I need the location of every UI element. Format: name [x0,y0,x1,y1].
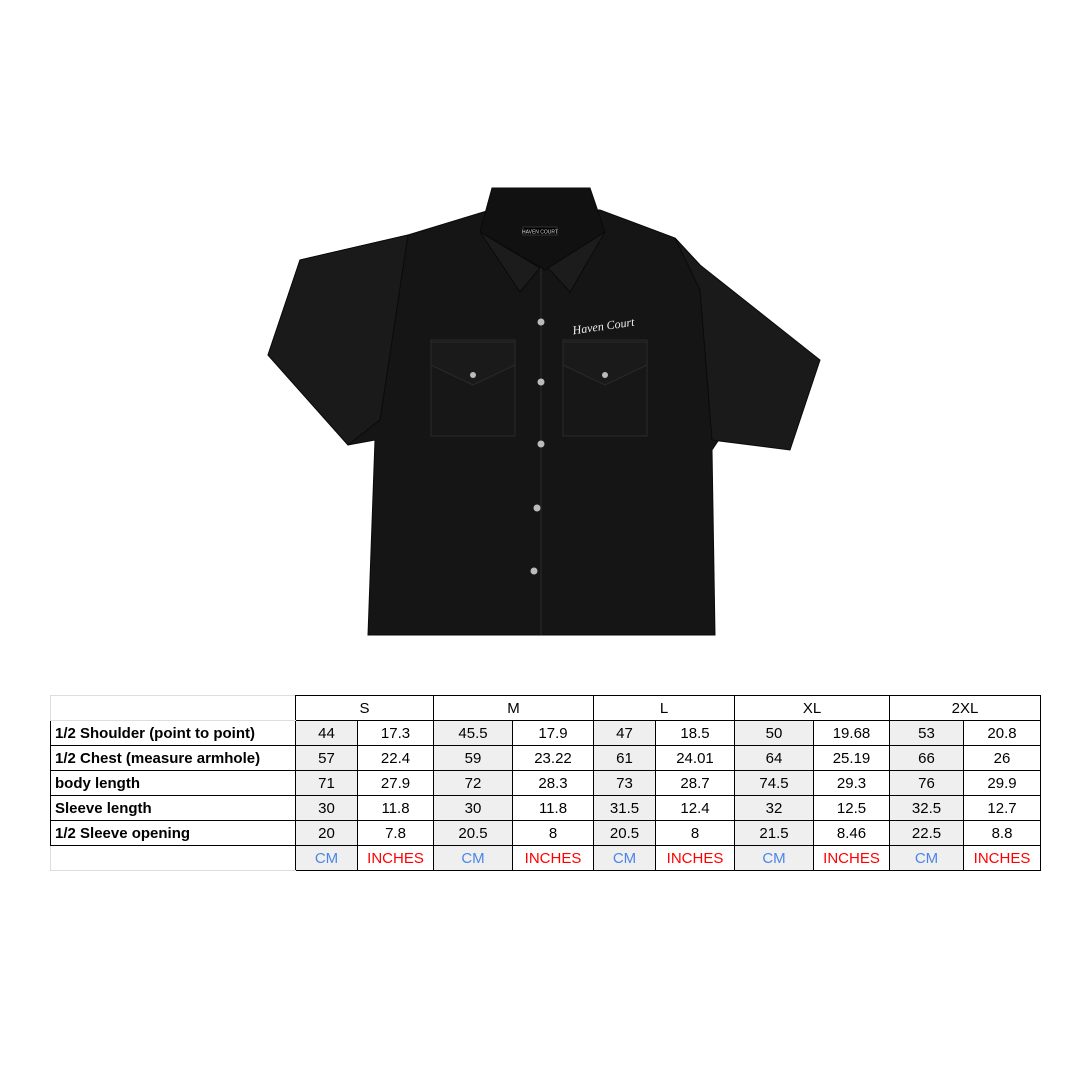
cm-value: 21.5 [734,820,814,846]
unit-cm-label: CM [734,845,814,871]
cm-value: 31.5 [593,795,656,821]
inch-value: 28.7 [655,770,735,796]
measurement-label: body length [50,770,296,796]
inch-value: 8.8 [963,820,1041,846]
table-row: 1/2 Chest (measure armhole) 57 22.4 59 23.22… [50,745,1041,771]
inch-value: 11.8 [512,795,594,821]
empty-cell [50,695,296,721]
inch-value: 18.5 [655,720,735,746]
cm-value: 59 [433,745,513,771]
collar-label: HAVEN COURT [522,230,558,236]
cm-value: 61 [593,745,656,771]
inch-value: 8 [655,820,735,846]
inch-value: 12.5 [813,795,890,821]
cm-value: 30 [295,795,358,821]
size-header: M [433,695,594,721]
inch-value: 12.7 [963,795,1041,821]
inch-value: 17.9 [512,720,594,746]
inch-value: 12.4 [655,795,735,821]
unit-inches-label: INCHES [357,845,434,871]
cm-value: 71 [295,770,358,796]
inch-value: 17.3 [357,720,434,746]
unit-cm-label: CM [889,845,964,871]
size-header-row: S M L XL 2XL [50,695,1041,721]
inch-value: 29.9 [963,770,1041,796]
inch-value: 24.01 [655,745,735,771]
inch-value: 26 [963,745,1041,771]
size-header: S [295,695,434,721]
size-header: XL [734,695,890,721]
cm-value: 72 [433,770,513,796]
cm-value: 30 [433,795,513,821]
cm-value: 20.5 [593,820,656,846]
unit-inches-label: INCHES [813,845,890,871]
unit-inches-label: INCHES [963,845,1041,871]
inch-value: 20.8 [963,720,1041,746]
unit-cm-label: CM [593,845,656,871]
cm-value: 53 [889,720,964,746]
inch-value: 19.68 [813,720,890,746]
empty-cell [50,845,296,871]
table-row: 1/2 Sleeve opening 20 7.8 20.5 8 20.5 8 21.5 8.4… [50,820,1041,846]
inch-value: 7.8 [357,820,434,846]
cm-value: 32 [734,795,814,821]
inch-value: 28.3 [512,770,594,796]
cm-value: 66 [889,745,964,771]
unit-inches-label: INCHES [655,845,735,871]
cm-value: 57 [295,745,358,771]
unit-inches-label: INCHES [512,845,594,871]
cm-value: 73 [593,770,656,796]
inch-value: 22.4 [357,745,434,771]
cm-value: 44 [295,720,358,746]
inch-value: 23.22 [512,745,594,771]
button-icon [470,318,608,575]
cm-value: 47 [593,720,656,746]
inch-value: 11.8 [357,795,434,821]
cm-value: 76 [889,770,964,796]
measurement-label: Sleeve length [50,795,296,821]
measurement-label: 1/2 Chest (measure armhole) [50,745,296,771]
size-header: 2XL [889,695,1041,721]
cm-value: 64 [734,745,814,771]
table-row: Sleeve length 30 11.8 30 11.8 31.5 12.4 32 12.5 3… [50,795,1041,821]
size-chart-table: S M L XL 2XL 1/2 Shoulder (point to point) 44 1… [50,695,1041,871]
size-header: L [593,695,735,721]
unit-cm-label: CM [295,845,358,871]
cm-value: 32.5 [889,795,964,821]
shirt-image: HAVEN COURT Haven Court [267,187,821,636]
inch-value: 8 [512,820,594,846]
cm-value: 20 [295,820,358,846]
units-row: CM INCHES CM INCHES CM INCHES CM INCHES CM INCHES [50,845,1041,871]
measurement-label: 1/2 Sleeve opening [50,820,296,846]
inch-value: 27.9 [357,770,434,796]
table-row: 1/2 Shoulder (point to point) 44 17.3 45.5 1… [50,720,1041,746]
cm-value: 20.5 [433,820,513,846]
cm-value: 22.5 [889,820,964,846]
measurement-label: 1/2 Shoulder (point to point) [50,720,296,746]
table-row: body length 71 27.9 72 28.3 73 28.7 74.5 29.3 76 2… [50,770,1041,796]
cm-value: 50 [734,720,814,746]
inch-value: 25.19 [813,745,890,771]
cm-value: 45.5 [433,720,513,746]
cm-value: 74.5 [734,770,814,796]
inch-value: 29.3 [813,770,890,796]
unit-cm-label: CM [433,845,513,871]
inch-value: 8.46 [813,820,890,846]
